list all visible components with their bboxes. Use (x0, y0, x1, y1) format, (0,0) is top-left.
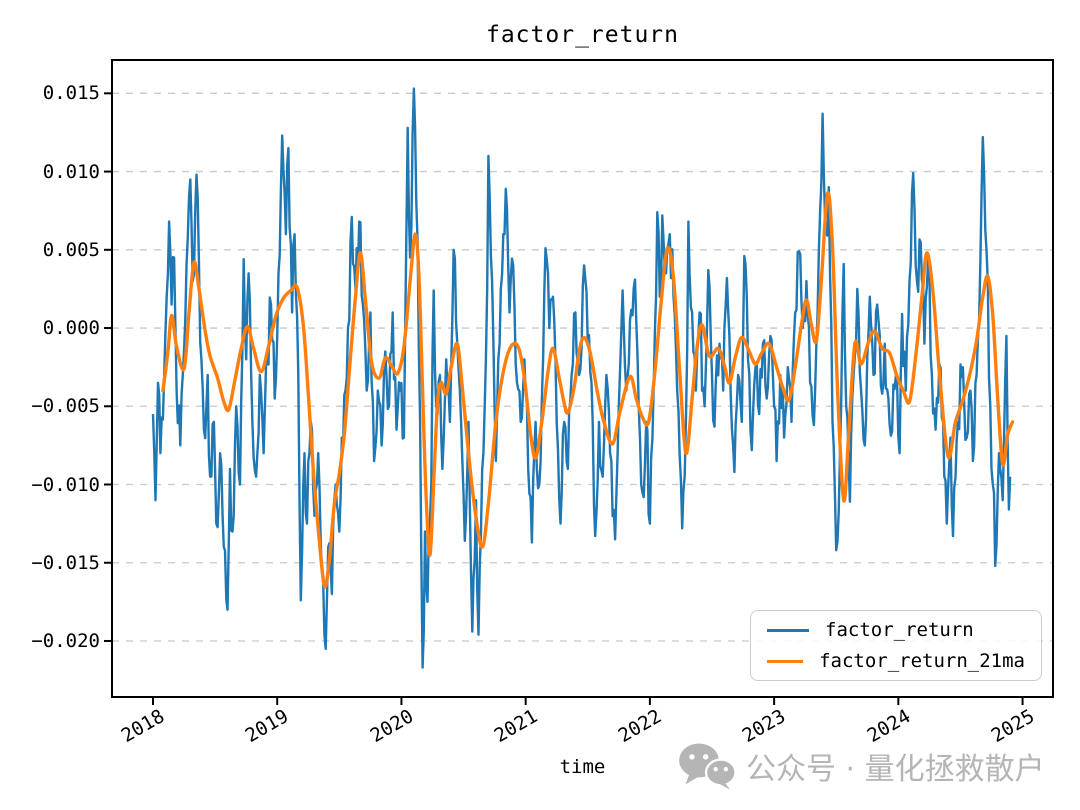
x-tick-label: 2018 (117, 705, 169, 748)
legend-label: factor_return (825, 619, 974, 641)
watermark-text: 公众号 · 量化拯救散户 (746, 752, 1045, 787)
y-tick-label: 0.005 (42, 238, 100, 261)
legend: factor_return factor_return_21ma (750, 610, 1042, 681)
legend-line-swatch-blue-icon (767, 628, 809, 632)
x-tick-label: 2020 (366, 705, 417, 748)
y-tick-label: 0.015 (42, 82, 100, 105)
x-tick-label: 2022 (614, 705, 666, 748)
x-tick-label: 2021 (490, 705, 542, 748)
y-tick-label: −0.020 (31, 629, 100, 652)
y-tick-label: 0.000 (42, 317, 100, 340)
x-tick-label: 2023 (738, 705, 790, 748)
y-tick-label: 0.010 (42, 160, 100, 183)
x-tick-label: 2025 (987, 705, 1039, 748)
x-tick-label: 2024 (863, 705, 914, 748)
legend-entry-factor-return-21ma: factor_return_21ma (767, 650, 1025, 672)
watermark: 公众号 · 量化拯救散户 (678, 742, 1045, 790)
wechat-icon (679, 743, 736, 790)
legend-entry-factor-return: factor_return (767, 619, 1025, 641)
y-tick-label: −0.010 (31, 473, 100, 496)
x-tick-label: 2019 (242, 705, 293, 748)
legend-label: factor_return_21ma (819, 650, 1025, 672)
y-tick-label: −0.005 (31, 395, 100, 418)
chart-title: factor_return (485, 22, 679, 48)
legend-line-swatch-orange-icon (767, 659, 804, 663)
x-axis-label: time (559, 756, 606, 778)
y-tick-label: −0.015 (31, 551, 100, 574)
